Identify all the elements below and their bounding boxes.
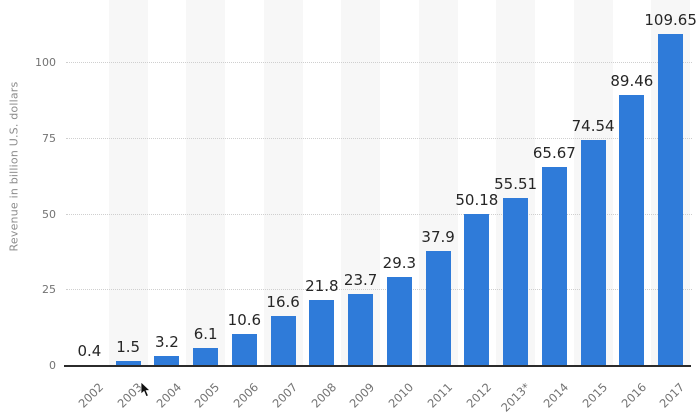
- bar-2004[interactable]: [154, 356, 180, 366]
- value-label: 29.3: [382, 254, 417, 273]
- bar-2012[interactable]: [464, 213, 490, 366]
- mouse-cursor-icon: [140, 382, 151, 398]
- x-tick-label: 2005: [191, 380, 223, 411]
- gridline: [66, 289, 692, 291]
- value-label: 16.6: [266, 292, 300, 311]
- value-label: 55.51: [494, 174, 538, 193]
- bar-2005[interactable]: [193, 347, 219, 366]
- value-label: 0.4: [77, 341, 102, 360]
- y-tick-label: 0: [49, 359, 56, 372]
- value-label: 89.46: [610, 71, 654, 90]
- bar-2009[interactable]: [348, 294, 374, 366]
- x-tick-label: 2017: [656, 380, 688, 411]
- y-tick-label: 75: [42, 131, 56, 145]
- value-label: 50.18: [455, 190, 499, 209]
- x-tick-label: 2004: [153, 380, 184, 411]
- x-tick-label: 2008: [308, 380, 339, 411]
- x-tick-label: 2015: [579, 380, 611, 411]
- column-stripe: [186, 0, 225, 366]
- gridline: [66, 213, 692, 215]
- x-tick-label: 2016: [618, 380, 649, 411]
- value-label: 23.7: [343, 271, 378, 290]
- bar-2017[interactable]: [658, 33, 684, 366]
- gridline: [66, 62, 692, 63]
- bar-2011[interactable]: [425, 251, 451, 366]
- y-tick-label: 25: [42, 283, 56, 297]
- y-tick-label: 100: [35, 56, 56, 69]
- value-label: 10.6: [227, 310, 262, 329]
- value-label: 74.54: [571, 117, 615, 136]
- bar-2008[interactable]: [309, 299, 335, 366]
- value-label: 21.8: [305, 276, 339, 295]
- x-axis-line: [64, 365, 691, 367]
- value-label: 109.65: [644, 10, 697, 29]
- value-label: 3.2: [154, 333, 179, 352]
- bar-2015[interactable]: [580, 140, 606, 366]
- bar-2013*[interactable]: [503, 197, 529, 366]
- bar-2006[interactable]: [231, 333, 257, 366]
- x-tick-label: 2011: [424, 380, 456, 411]
- bar-2014[interactable]: [541, 167, 567, 366]
- value-label: 6.1: [193, 324, 218, 343]
- x-tick-label: 2006: [230, 380, 262, 411]
- value-label: 1.5: [116, 338, 141, 357]
- x-tick-label: 2013*: [497, 380, 533, 415]
- bar-2016[interactable]: [619, 94, 645, 366]
- value-label: 65.67: [532, 144, 576, 163]
- bar-2010[interactable]: [386, 277, 412, 366]
- column-stripe: [108, 0, 148, 366]
- bar-2003[interactable]: [115, 361, 141, 366]
- bar-2007[interactable]: [270, 315, 296, 366]
- y-tick-label: 50: [42, 207, 56, 221]
- x-tick-label: 2010: [385, 380, 417, 411]
- x-tick-label: 2009: [346, 380, 378, 411]
- x-tick-label: 2002: [75, 380, 107, 411]
- value-label: 37.9: [421, 228, 455, 247]
- x-tick-label: 2014: [540, 380, 572, 411]
- y-axis-title: Revenue in billion U.S. dollars: [7, 81, 21, 252]
- x-tick-label: 2012: [463, 380, 494, 411]
- x-tick-label: 2007: [269, 380, 301, 411]
- column-stripe: [263, 0, 303, 366]
- gridline: [66, 137, 692, 139]
